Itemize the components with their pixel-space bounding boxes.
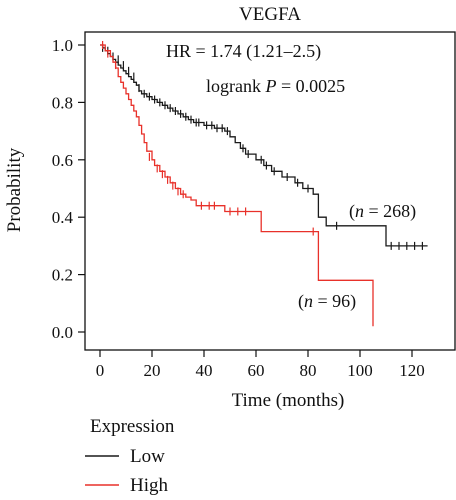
x-axis: 0 20 40 60 80 100 120 xyxy=(96,350,425,380)
y-axis-label: Probability xyxy=(4,147,25,232)
chart-title: VEGFA xyxy=(239,4,301,25)
n-low-annotation: (n = 268) xyxy=(349,201,416,222)
legend-title: Expression xyxy=(90,416,175,437)
x-tick-label: 0 xyxy=(96,361,105,380)
y-axis: 0.0 0.2 0.4 0.6 0.8 1.0 xyxy=(52,36,85,342)
x-tick-label: 120 xyxy=(399,361,425,380)
y-tick-label: 0.6 xyxy=(52,151,73,170)
series-line-high xyxy=(100,44,374,327)
x-tick-label: 100 xyxy=(347,361,373,380)
plot-frame xyxy=(84,31,456,351)
y-tick-label: 0.2 xyxy=(52,266,73,285)
x-tick-label: 80 xyxy=(300,361,317,380)
y-tick-label: 1.0 xyxy=(52,36,73,55)
logrank-annotation: logrank P = 0.0025 xyxy=(206,76,345,96)
x-tick-label: 60 xyxy=(248,361,265,380)
logrank-value: = 0.0025 xyxy=(276,76,345,96)
n-high-n: n xyxy=(304,291,313,311)
x-axis-label: Time (months) xyxy=(232,390,345,411)
hr-annotation: HR = 1.74 (1.21–2.5) xyxy=(166,41,321,62)
x-tick-label: 40 xyxy=(196,361,213,380)
legend-low-label: Low xyxy=(130,446,165,467)
logrank-prefix: logrank xyxy=(206,76,265,96)
logrank-p: P xyxy=(264,76,276,96)
y-tick-label: 0.4 xyxy=(52,208,74,227)
series-layer xyxy=(100,41,428,327)
series-line-low xyxy=(100,44,428,247)
n-low-value: = 268 xyxy=(364,201,410,221)
n-high-annotation: (n = 96) xyxy=(298,291,356,312)
y-tick-label: 0.0 xyxy=(52,323,73,342)
y-tick-label: 0.8 xyxy=(52,93,73,112)
n-high-value: = 96 xyxy=(313,291,350,311)
legend-high-label: High xyxy=(130,475,169,496)
x-tick-label: 20 xyxy=(144,361,161,380)
n-low-n: n xyxy=(355,201,364,221)
